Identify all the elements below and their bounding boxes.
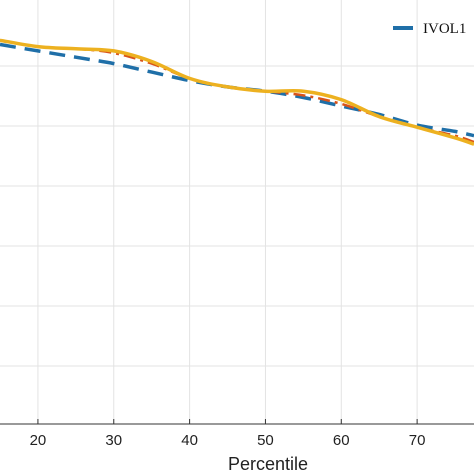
x-tick-label: 60 <box>333 432 350 449</box>
x-tick-label: 50 <box>257 432 274 449</box>
legend: IVOL1 <box>393 21 466 37</box>
grid <box>0 0 474 424</box>
series-line-3 <box>0 38 474 146</box>
axes: 20 30 40 50 60 70 <box>0 419 474 449</box>
x-tick-label: 20 <box>30 432 47 449</box>
x-tick-label: 40 <box>181 432 198 449</box>
series-line-2 <box>0 39 474 144</box>
x-tick-label: 70 <box>409 432 426 449</box>
legend-label-ivol1: IVOL1 <box>423 21 466 37</box>
series-lines <box>0 38 474 146</box>
x-axis-label: Percentile <box>228 454 308 474</box>
x-tick-label: 30 <box>105 432 122 449</box>
